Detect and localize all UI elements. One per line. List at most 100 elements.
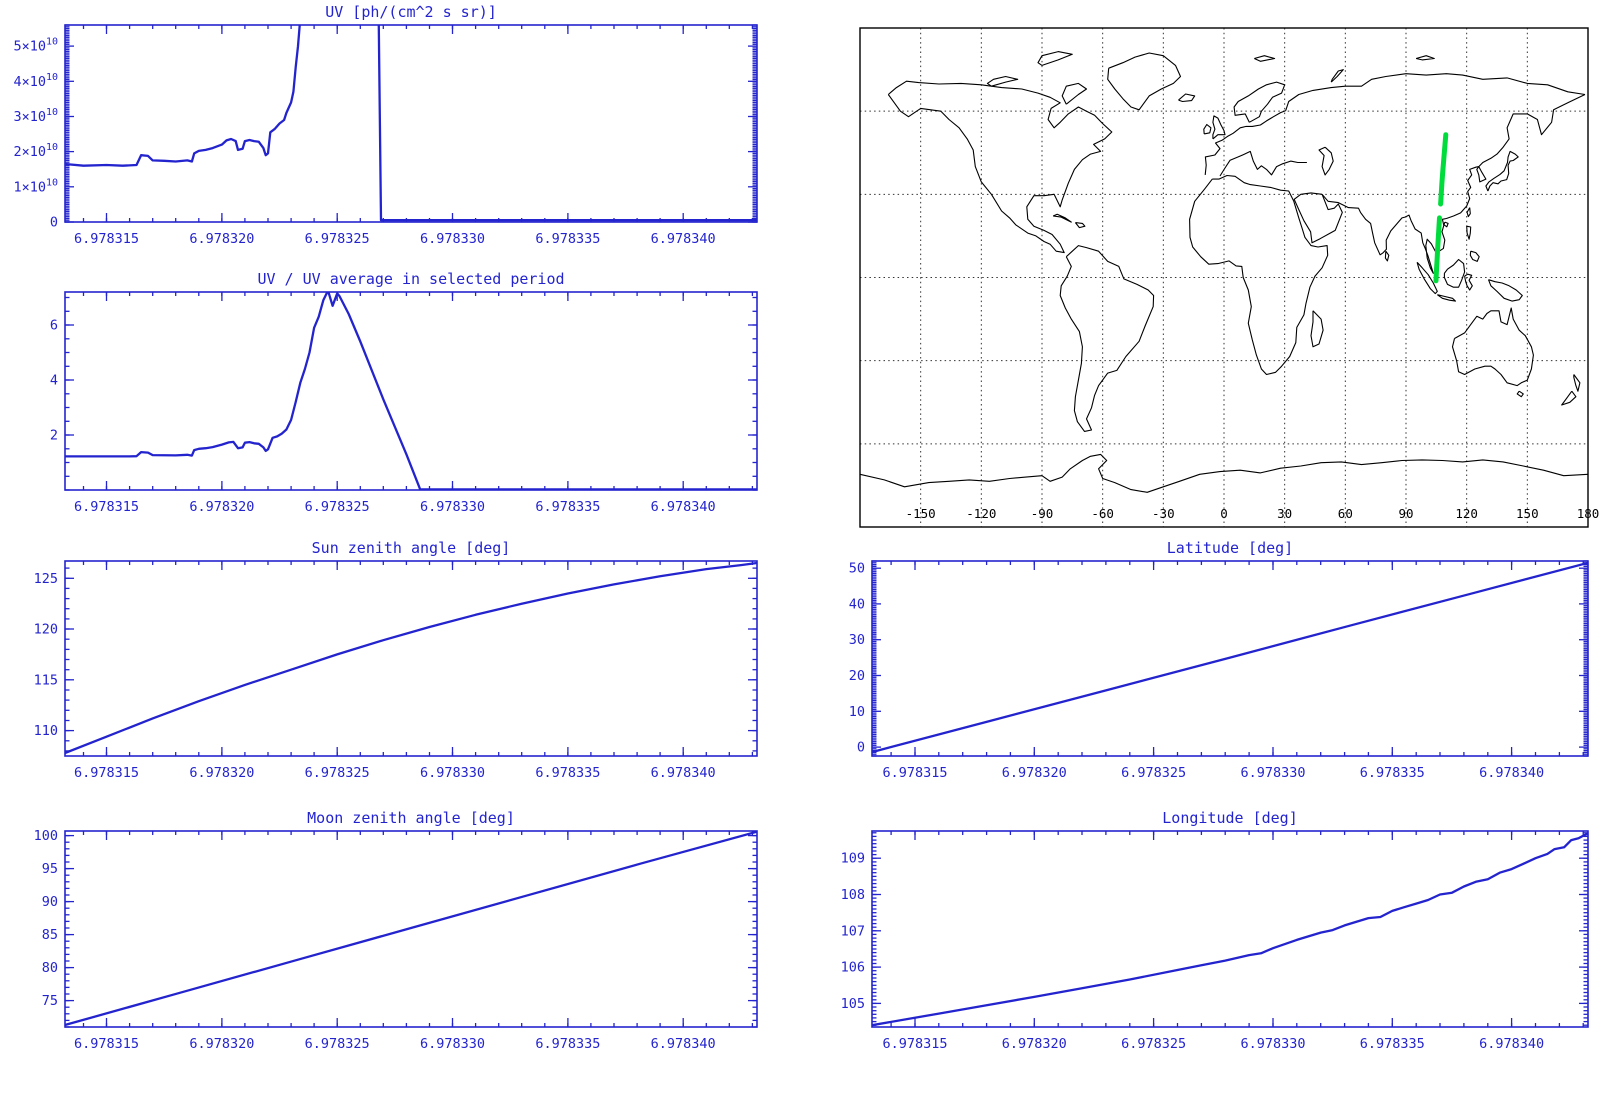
map-lon-label: 150 — [1516, 506, 1539, 521]
longitude-x-tick-label: 6.978315 — [882, 1036, 947, 1052]
map-lon-label: 0 — [1220, 506, 1228, 521]
longitude-y-tick-label: 106 — [841, 960, 865, 976]
latitude-x-tick-label: 6.978340 — [1479, 765, 1544, 781]
uv-axes — [65, 24, 757, 223]
satellite-ground-track — [1438, 132, 1449, 207]
latitude-y-tick-label: 10 — [849, 704, 865, 720]
longitude-line — [872, 832, 1588, 1027]
uv_ratio-x-tick-label: 6.978335 — [535, 499, 600, 515]
moon_zenith-y-tick-label: 95 — [42, 861, 58, 877]
latitude-axes — [872, 560, 1588, 757]
sun_zenith-x-tick-label: 6.978330 — [420, 765, 485, 781]
uv-x-tick-label: 6.978320 — [189, 231, 254, 247]
uv-x-tick-label: 6.978325 — [305, 231, 370, 247]
uv-y-tick-label: 4×1010 — [13, 72, 58, 90]
uv-radiance-line — [65, 25, 757, 222]
uv_ratio-x-tick-label: 6.978340 — [651, 499, 716, 515]
uv-title: UV [ph/(cm^2 s sr)] — [325, 3, 497, 21]
longitude-x-tick-label: 6.978325 — [1121, 1036, 1186, 1052]
latitude-title: Latitude [deg] — [1167, 539, 1293, 557]
map-lon-label: -120 — [966, 506, 996, 521]
uv_ratio-y-tick-label: 2 — [50, 428, 58, 444]
chart-longitude: Longitude [deg] 6.978315 6.978320 6.978325 6… — [841, 809, 1589, 1052]
moon_zenith-x-tick-label: 6.978340 — [651, 1036, 716, 1052]
moon_zenith-x-tick-label: 6.978330 — [420, 1036, 485, 1052]
latitude-frame — [871, 560, 1589, 757]
uv_ratio-x-tick-label: 6.978325 — [305, 499, 370, 515]
uv_ratio-title: UV / UV average in selected period — [257, 270, 564, 288]
latitude-x-tick-label: 6.978320 — [1002, 765, 1067, 781]
map-lon-label: -150 — [906, 506, 936, 521]
longitude-x-tick-label: 6.978340 — [1479, 1036, 1544, 1052]
uv-y-tick-label: 0 — [50, 215, 58, 231]
sun_zenith-x-tick-label: 6.978335 — [535, 765, 600, 781]
map-coastlines — [859, 51, 1589, 493]
latitude-y-tick-label: 50 — [849, 561, 865, 577]
map-graticule — [860, 28, 1588, 527]
latitude-x-tick-label: 6.978330 — [1240, 765, 1305, 781]
chart-moon_zenith: Moon zenith angle [deg] 6.978315 6.978320 6… — [34, 809, 758, 1052]
sun_zenith-axes — [65, 561, 757, 756]
uv_ratio-x-tick-label: 6.978330 — [420, 499, 485, 515]
uv_ratio-y-tick-label: 4 — [50, 373, 58, 389]
moon_zenith-y-tick-label: 100 — [34, 828, 58, 844]
uv-x-tick-label: 6.978335 — [535, 231, 600, 247]
moon_zenith-y-tick-label: 80 — [42, 960, 58, 976]
uv-y-tick-label: 3×1010 — [13, 107, 58, 125]
chart-uv_ratio: UV / UV average in selected period 6.9783… — [50, 270, 758, 515]
longitude-title: Longitude [deg] — [1162, 809, 1297, 827]
moon_zenith-x-tick-label: 6.978315 — [74, 1036, 139, 1052]
sun_zenith-x-tick-label: 6.978325 — [305, 765, 370, 781]
uv_ratio-y-tick-label: 6 — [50, 318, 58, 334]
sun_zenith-frame — [64, 560, 758, 757]
sun_zenith-y-tick-label: 115 — [34, 672, 58, 688]
longitude-x-tick-label: 6.978330 — [1240, 1036, 1305, 1052]
longitude-axes — [872, 831, 1588, 1027]
sun_zenith-y-tick-label: 120 — [34, 622, 58, 638]
uv-x-tick-label: 6.978330 — [420, 231, 485, 247]
map-lon-label: -60 — [1091, 506, 1114, 521]
moon_zenith-y-tick-label: 75 — [42, 993, 58, 1009]
map-frame — [859, 27, 1589, 528]
map-lon-label: 60 — [1338, 506, 1353, 521]
sun_zenith-x-tick-label: 6.978320 — [189, 765, 254, 781]
map-lon-label: -30 — [1152, 506, 1175, 521]
world-map-panel: -150 -120 -90 -60 -30 0 30 60 90 120 150 180 — [859, 27, 1599, 528]
latitude-y-tick-label: 20 — [849, 668, 865, 684]
chart-latitude: Latitude [deg] 6.978315 6.978320 6.978325 6.… — [849, 539, 1589, 781]
satellite-ground-track — [1433, 215, 1442, 284]
uv-ratio-line — [65, 292, 757, 490]
sun_zenith-x-tick-label: 6.978340 — [651, 765, 716, 781]
uv-y-tick-label: 5×1010 — [13, 37, 58, 55]
longitude-y-tick-label: 109 — [841, 851, 865, 867]
uv_ratio-x-tick-label: 6.978315 — [74, 499, 139, 515]
moon_zenith-x-tick-label: 6.978325 — [305, 1036, 370, 1052]
uv_ratio-axes — [65, 292, 757, 491]
map-lon-label: 30 — [1277, 506, 1292, 521]
uv-x-tick-label: 6.978340 — [651, 231, 716, 247]
moon_zenith-x-tick-label: 6.978320 — [189, 1036, 254, 1052]
moon_zenith-x-tick-label: 6.978335 — [535, 1036, 600, 1052]
uv-y-tick-label: 2×1010 — [13, 142, 58, 160]
longitude-y-tick-label: 108 — [841, 887, 865, 903]
sun_zenith-title: Sun zenith angle [deg] — [312, 539, 511, 557]
uv-frame — [64, 24, 758, 223]
map-lon-label: 120 — [1455, 506, 1478, 521]
latitude-y-tick-label: 0 — [857, 740, 865, 756]
longitude-frame — [871, 830, 1589, 1028]
latitude-y-tick-label: 40 — [849, 596, 865, 612]
longitude-x-tick-label: 6.978335 — [1360, 1036, 1425, 1052]
uv-y-tick-label: 1×1010 — [13, 177, 58, 195]
map-lon-label: 90 — [1398, 506, 1413, 521]
moon_zenith-title: Moon zenith angle [deg] — [307, 809, 515, 827]
chart-uv: UV [ph/(cm^2 s sr)] 6.978315 6.978320 6.978… — [13, 3, 758, 247]
uv_ratio-x-tick-label: 6.978320 — [189, 499, 254, 515]
sun_zenith-y-tick-label: 125 — [34, 571, 58, 587]
latitude-line — [872, 561, 1588, 754]
latitude-x-tick-label: 6.978335 — [1360, 765, 1425, 781]
sun_zenith-y-tick-label: 110 — [34, 723, 58, 739]
sun-zenith-angle-line — [65, 561, 757, 755]
longitude-y-tick-label: 107 — [841, 923, 865, 939]
